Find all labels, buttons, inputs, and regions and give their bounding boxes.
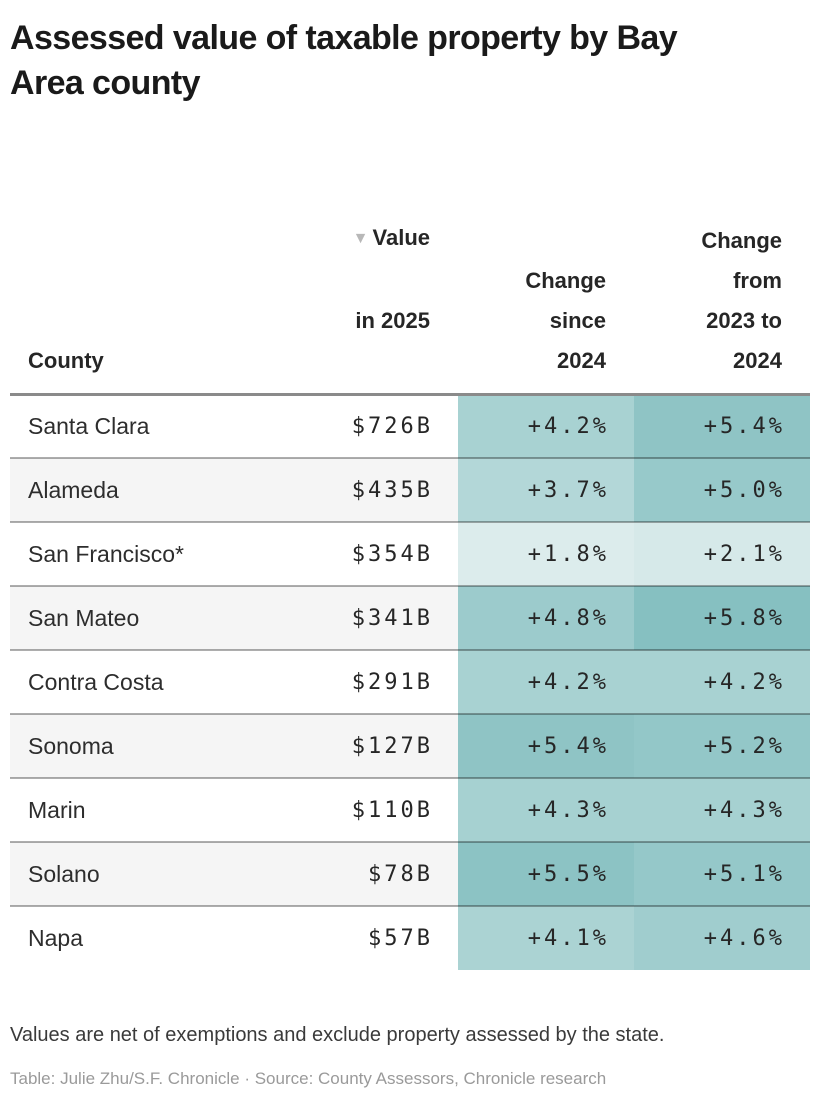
value-cell: $57B [258, 905, 458, 971]
table-row: Marin $110B +4.3% +4.3% [10, 777, 810, 843]
change-since-cell: +5.5% [458, 841, 634, 907]
value-cell: $78B [258, 841, 458, 907]
value-cell: $354B [258, 521, 458, 587]
change-prior-cell: +4.3% [634, 777, 810, 843]
column-header-value[interactable]: ▼ Value in 2025 [258, 177, 458, 396]
table-header-row: County ▼ Value in 2025 Change since 2024 … [10, 177, 810, 396]
change-prior-cell: +5.8% [634, 585, 810, 651]
value-cell: $127B [258, 713, 458, 779]
change-prior-cell: +5.0% [634, 457, 810, 523]
table-graphic: Assessed value of taxable property by Ba… [0, 16, 820, 1089]
change-since-cell: +4.1% [458, 905, 634, 971]
table-row: Sonoma $127B +5.4% +5.2% [10, 713, 810, 779]
change-since-cell: +4.3% [458, 777, 634, 843]
value-header-text: Value [372, 224, 430, 250]
data-table: County ▼ Value in 2025 Change since 2024 … [10, 177, 810, 971]
county-cell: Contra Costa [10, 649, 258, 715]
change-prior-cell: +5.2% [634, 713, 810, 779]
county-cell: Santa Clara [28, 413, 150, 439]
table-row: Santa Clara $726B +4.2% +5.4% [10, 394, 810, 459]
change-prior-cell: +4.2% [634, 649, 810, 715]
change-since-cell: +5.4% [458, 713, 634, 779]
county-cell: Marin [10, 777, 258, 843]
column-header-change-2023-2024[interactable]: Change from 2023 to 2024 [634, 177, 810, 396]
column-header-county[interactable]: County [10, 177, 258, 396]
change-since-cell: +4.2% [458, 394, 634, 459]
change-since-cell: +4.2% [458, 649, 634, 715]
county-cell: San Mateo [10, 585, 258, 651]
county-cell: Alameda [10, 457, 258, 523]
change-prior-cell: +4.6% [634, 905, 810, 971]
credit-line: Table: Julie Zhu/S.F. Chronicle · Source… [10, 1069, 607, 1089]
footnote: Values are net of exemptions and exclude… [10, 1024, 665, 1047]
change-since-cell: +4.8% [458, 585, 634, 651]
county-cell: Napa [10, 905, 258, 971]
table-row: Alameda $435B +3.7% +5.0% [10, 457, 810, 523]
table-row: Napa $57B +4.1% +4.6% [10, 905, 810, 971]
change-prior-cell: +5.1% [634, 841, 810, 907]
county-cell: Solano [10, 841, 258, 907]
value-cell: $435B [258, 457, 458, 523]
value-cell: $726B [351, 414, 433, 439]
table-row: San Mateo $341B +4.8% +5.8% [10, 585, 810, 651]
table-header: County ▼ Value in 2025 Change since 2024 … [10, 177, 810, 396]
column-header-change-since-2024[interactable]: Change since 2024 [458, 177, 634, 396]
page-title: Assessed value of taxable property by Ba… [10, 19, 678, 102]
value-header-line1: ▼ Value [258, 218, 430, 261]
change-prior-cell: +2.1% [634, 521, 810, 587]
change-since-cell: +3.7% [458, 457, 634, 523]
change-since-cell: +1.8% [458, 521, 634, 587]
value-cell: $341B [258, 585, 458, 651]
table-row: San Francisco* $354B +1.8% +2.1% [10, 521, 810, 587]
sort-descending-icon: ▼ [352, 229, 369, 247]
county-cell: Sonoma [10, 713, 258, 779]
value-cell: $291B [258, 649, 458, 715]
value-cell: $110B [258, 777, 458, 843]
table-row: Contra Costa $291B +4.2% +4.2% [10, 649, 810, 715]
change-prior-cell: +5.4% [634, 394, 810, 459]
county-cell: San Francisco* [10, 521, 258, 587]
value-header-line2: in 2025 [355, 307, 430, 333]
table-row: Solano $78B +5.5% +5.1% [10, 841, 810, 907]
table-body: Santa Clara $726B +4.2% +5.4% Alameda $435B +3… [10, 394, 810, 971]
